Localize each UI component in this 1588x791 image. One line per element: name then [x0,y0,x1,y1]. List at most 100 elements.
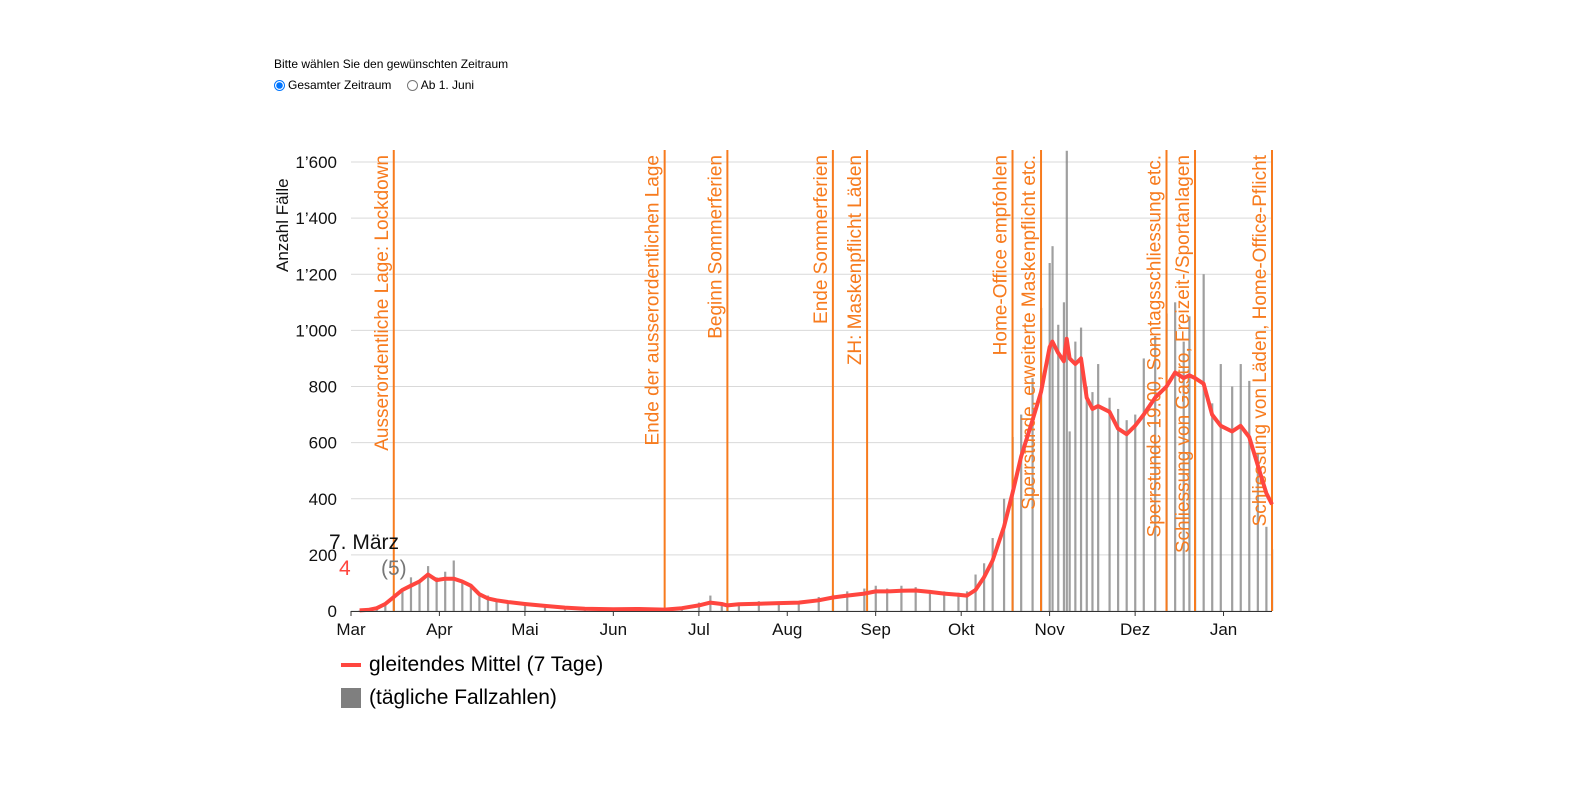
daily-bar [777,602,780,611]
daily-bar [1211,403,1214,611]
daily-bar [486,595,490,611]
tooltip-average: 4 [339,557,351,580]
event-markers: Ausserordentliche Lage: Lockdown Ende der… [372,150,1273,611]
y-axis-label: Anzahl Fälle [273,178,292,272]
event-label: Schliessung von Läden, Home-Office-Pflic… [1250,154,1271,526]
y-tick-label: 1’000 [295,321,337,340]
daily-bar [1048,263,1051,611]
daily-bar [409,577,413,611]
daily-bar [1085,386,1088,611]
event-label: Ausserordentliche Lage: Lockdown [372,155,393,451]
daily-bar [418,580,421,611]
daily-bar [720,603,723,611]
event-label: Ende der ausserordentlichen Lage [643,155,664,445]
daily-bar [426,566,430,611]
y-tick-label: 1’400 [295,209,337,228]
legend-line-swatch [341,662,361,667]
axis-ticks: 0 200 400 600 800 1’000 1’200 1’400 1’600 Mar Apr M… [295,153,1237,639]
daily-bar [401,588,404,611]
period-selector: Bitte wählen Sie den gewünschten Zeitrau… [274,57,508,94]
daily-bar [928,589,932,611]
legend: gleitendes Mittel (7 Tage) (tägliche Fal… [341,648,603,714]
y-tick-label: 1’600 [295,153,337,172]
daily-bar [1256,453,1259,611]
y-tick-label: 200 [309,546,337,565]
daily-bar [384,602,387,611]
daily-bar [757,601,760,611]
legend-bar-label: (tägliche Fallzahlen) [369,685,557,709]
event-label: Sperrstunde, erweiterte Maskenpflicht et… [1019,155,1040,510]
x-tick-label: Mai [511,620,538,639]
daily-bar [1219,364,1222,611]
daily-bar [1002,498,1006,611]
daily-bar [1031,378,1034,611]
y-tick-label: 0 [328,602,337,621]
legend-bar-swatch [341,687,361,708]
y-tick-label: 600 [309,434,337,453]
daily-bar [469,585,472,611]
event-label: Home-Office empfohlen [991,155,1012,355]
x-tick-label: Jan [1210,620,1237,639]
daily-bar [435,577,438,611]
x-tick-label: Aug [772,620,802,639]
daily-bar [543,605,547,611]
y-tick-label: 800 [309,378,337,397]
daily-bar [1174,302,1177,611]
y-tick-label: 1’200 [295,265,337,284]
daily-bar [1074,341,1077,611]
x-tick-label: Dez [1120,620,1150,639]
x-tick-label: Jul [688,620,710,639]
x-tick-label: Jun [600,620,627,639]
event-label: Beginn Sommerferien [705,155,726,339]
daily-bar [817,596,820,611]
x-tick-label: Apr [426,620,453,639]
daily-bar [1068,431,1071,611]
radio-label-from-june: Ab 1. Juni [420,78,475,92]
daily-bar [452,560,455,611]
daily-bar [846,591,849,611]
x-tick-label: Sep [861,620,891,639]
daily-bar [444,571,447,611]
y-tick-label: 400 [309,490,337,509]
daily-bar [1091,392,1094,611]
period-prompt: Bitte wählen Sie den gewünschten Zeitrau… [274,57,509,71]
daily-bar [1182,341,1185,611]
daily-bar [943,591,946,611]
daily-bar [957,592,960,611]
daily-bar [1248,380,1251,611]
daily-bar [965,591,969,611]
daily-bar [461,582,464,611]
daily-bar [1154,335,1157,611]
daily-bar [974,574,977,611]
radio-option-full-period[interactable]: Gesamter Zeitraum [274,78,391,92]
x-tick-label: Nov [1034,620,1065,639]
legend-item-average: gleitendes Mittel (7 Tage) [341,648,603,681]
x-tick-label: Okt [948,620,975,639]
daily-bar [1065,150,1068,611]
daily-bar [1057,324,1060,611]
daily-bar [737,602,740,611]
radio-option-from-june[interactable]: Ab 1. Juni [406,78,475,92]
daily-bar [863,588,866,611]
daily-bar [900,585,903,611]
daily-bar [1117,408,1120,611]
legend-item-daily: (tägliche Fallzahlen) [341,681,603,714]
daily-bar [523,603,527,611]
daily-bar [1020,414,1023,611]
daily-bar [1231,386,1234,611]
event-label: Sperrstunde 19.00, Sonntagsschliessung e… [1144,155,1165,537]
radio-full-period[interactable] [274,79,285,91]
daily-bar [1062,302,1066,611]
daily-bar [874,585,877,611]
radio-from-june[interactable] [406,79,418,91]
daily-bar [506,602,510,611]
daily-bar [1097,364,1100,611]
event-label: Schliessung von Gastro, Freizeit-/Sporta… [1173,155,1194,553]
daily-bar [1188,316,1191,611]
daily-bar [983,563,986,611]
daily-bar [1134,414,1137,611]
daily-bar [797,601,800,611]
event-label: ZH: Maskenpflicht Läden [845,155,866,365]
daily-bar [1125,420,1128,611]
